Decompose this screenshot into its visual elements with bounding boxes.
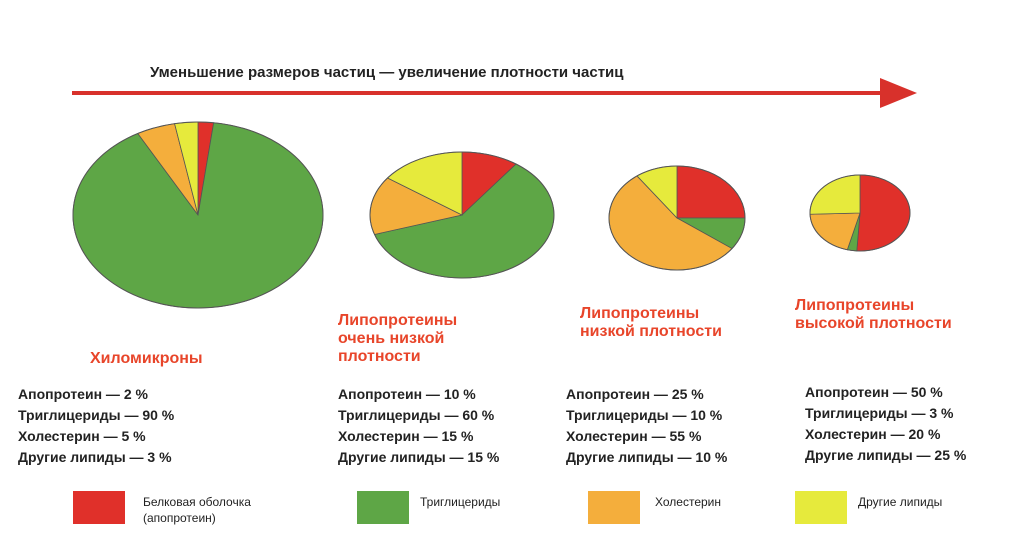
value-label: Триглицериды — 3 % — [805, 405, 954, 421]
value-label: Триглицериды — 90 % — [18, 407, 175, 423]
legend-label: Холестерин — [655, 495, 721, 509]
arrow-head — [880, 78, 917, 108]
pie-title: Липопротеины низкой плотности — [580, 305, 722, 340]
value-label: Другие липиды — 3 % — [18, 449, 172, 465]
pie-title: Хиломикроны — [90, 350, 203, 367]
value-label: Триглицериды — 10 % — [566, 407, 723, 423]
value-label: Холестерин — 15 % — [338, 428, 474, 444]
value-label: Холестерин — 55 % — [566, 428, 702, 444]
value-label: Апопротеин — 25 % — [566, 386, 704, 402]
pie-slice — [856, 174, 911, 252]
value-label: Апопротеин — 50 % — [805, 384, 943, 400]
legend-label: Другие липиды — [858, 495, 943, 509]
pie-outline — [608, 165, 746, 271]
value-label: Другие липиды — 15 % — [338, 449, 500, 465]
value-label: Другие липиды — 25 % — [805, 447, 967, 463]
value-label: Другие липиды — 10 % — [566, 449, 728, 465]
pie-title: Липопротеины высокой плотности — [795, 297, 952, 332]
legend-swatch — [357, 491, 409, 524]
pie-outline — [809, 174, 911, 252]
value-label: Холестерин — 5 % — [18, 428, 146, 444]
legend-swatch — [73, 491, 125, 524]
header-title: Уменьшение размеров частиц — увеличение … — [150, 64, 624, 81]
legend-swatch — [795, 491, 847, 524]
pie-title: Липопротеины очень низкой плотности — [338, 312, 458, 365]
pie-outline — [369, 151, 555, 279]
legend-label: Белковая оболочка (апопротеин) — [143, 495, 251, 525]
value-label: Триглицериды — 60 % — [338, 407, 495, 423]
pie-outline — [72, 121, 324, 309]
value-label: Апопротеин — 10 % — [338, 386, 476, 402]
legend-swatch — [588, 491, 640, 524]
pie-slice — [676, 165, 746, 219]
value-label: Апопротеин — 2 % — [18, 386, 148, 402]
pie-slice — [809, 174, 861, 215]
value-label: Холестерин — 20 % — [805, 426, 941, 442]
legend-label: Триглицериды — [420, 495, 501, 509]
